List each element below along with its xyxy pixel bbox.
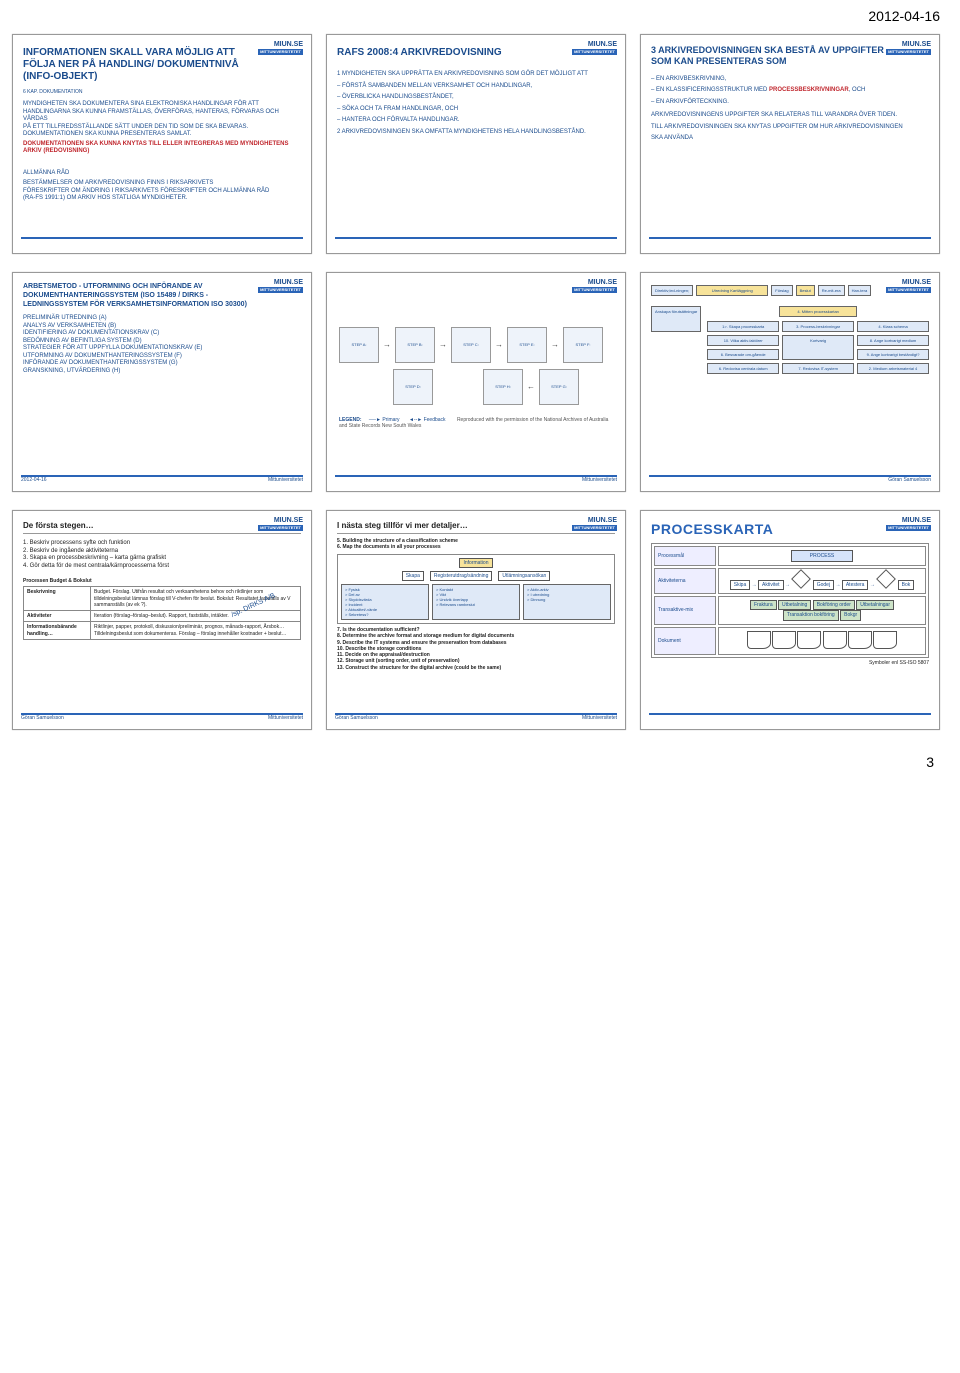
s1-body: MYNDIGHETEN SKA DOKUMENTERA SINA ELEKTRO… bbox=[23, 101, 301, 156]
slide-1: MIUN.SEMITTUNIVERSITETET INFORMATIONEN S… bbox=[12, 34, 312, 254]
s4-title: ARBETSMETOD - UTFORMNING OCH INFÖRANDE A… bbox=[23, 283, 261, 309]
slide-6: MIUN.SEMITTUNIVERSITETET Direktiv;led-ni… bbox=[640, 272, 940, 492]
slide-4: MIUN.SEMITTUNIVERSITETET ARBETSMETOD - U… bbox=[12, 272, 312, 492]
s8-diagram: Information Skapa Registerutdrag/sändnin… bbox=[337, 554, 615, 625]
s6-diagram: Direktiv;led-ningen; Utredning Kartläggn… bbox=[651, 283, 929, 473]
swimlane: Processmål PROCESS Aktiviteterna Skipa →… bbox=[651, 543, 929, 658]
s9-footnote: Symboler enl SS-ISO 5807 bbox=[651, 660, 929, 666]
dirks-diagram: STEP A:→ STEP B:→ STEP C:→ STEP E:→ STEP… bbox=[337, 283, 615, 473]
s3-body: – EN ARKIVBESKRIVNING, – EN KLASSIFICERI… bbox=[651, 76, 929, 143]
s4-steps: PRELIMINÄR UTREDNING (A) ANALYS AV VERKS… bbox=[23, 315, 301, 375]
slide-3: MIUN.SEMITTUNIVERSITETET 3 ARKIVREDOVISN… bbox=[640, 34, 940, 254]
slide-8: MIUN.SEMITTUNIVERSITETET I nästa steg ti… bbox=[326, 510, 626, 730]
s1-refs: ALLMÄNNA RÅD BESTÄMMELSER OM ARKIVREDOVI… bbox=[23, 170, 301, 203]
slide-7: MIUN.SEMITTUNIVERSITETET De första stege… bbox=[12, 510, 312, 730]
s2-body: 1 MYNDIGHETEN SKA UPPRÄTTA EN ARKIVREDOV… bbox=[337, 71, 615, 136]
s7-table-caption: Processen Budget & Bokslut bbox=[23, 578, 301, 584]
page-date: 2012-04-16 bbox=[0, 0, 960, 28]
s3-title: 3 ARKIVREDOVISNINGEN SKA BESTÅ AV UPPGIF… bbox=[651, 45, 889, 68]
s2-title: RAFS 2008:4 ARKIVREDOVISNING bbox=[337, 47, 575, 59]
slide-grid: MIUN.SEMITTUNIVERSITETET INFORMATIONEN S… bbox=[0, 28, 960, 740]
page-number: 3 bbox=[0, 740, 960, 778]
s8-bottom: 7. Is the documentation sufficient?8. De… bbox=[337, 627, 615, 671]
brand-logo: MIUN.SEMITTUNIVERSITETET bbox=[258, 41, 303, 55]
slide-5: MIUN.SEMITTUNIVERSITETET STEP A:→ STEP B… bbox=[326, 272, 626, 492]
slide-9: MIUN.SEMITTUNIVERSITETET PROCESSKARTA Pr… bbox=[640, 510, 940, 730]
s7-table: Beskrivning Budget. Förslag. Utifrån res… bbox=[23, 586, 301, 640]
slide-2: MIUN.SEMITTUNIVERSITETET RAFS 2008:4 ARK… bbox=[326, 34, 626, 254]
s1-title: INFORMATIONEN SKALL VARA MÖJLIG ATT FÖLJ… bbox=[23, 47, 261, 83]
s7-list: 1. Beskriv processens syfte och funktion… bbox=[23, 540, 301, 570]
s8-top: 5. Building the structure of a classific… bbox=[337, 538, 615, 551]
